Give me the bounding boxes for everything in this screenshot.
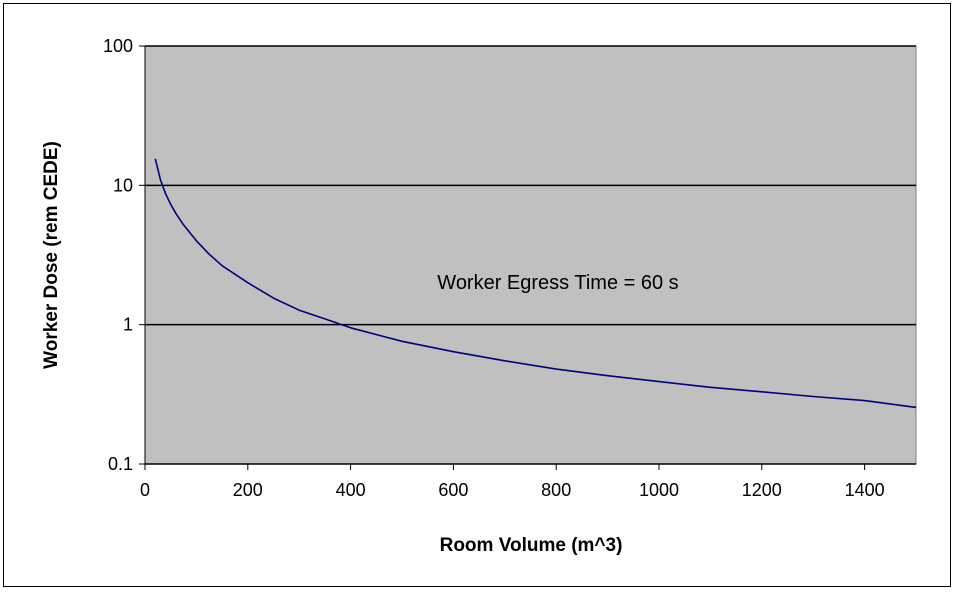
axes bbox=[139, 45, 916, 470]
y-tick-label: 1 bbox=[123, 315, 133, 335]
annotation-text: Worker Egress Time = 60 s bbox=[437, 272, 678, 294]
gridlines bbox=[145, 45, 916, 326]
y-tick-label: 10 bbox=[113, 175, 133, 195]
x-tick-label: 600 bbox=[438, 480, 468, 500]
x-tick-label: 0 bbox=[140, 480, 150, 500]
x-tick-label: 200 bbox=[233, 480, 263, 500]
series-line bbox=[154, 158, 917, 409]
series-group bbox=[154, 158, 917, 409]
x-tick-label: 800 bbox=[541, 480, 571, 500]
x-tick-label: 1000 bbox=[639, 480, 679, 500]
plot-area bbox=[144, 45, 917, 465]
x-tick-label: 400 bbox=[336, 480, 366, 500]
x-axis-title: Room Volume (m^3) bbox=[440, 535, 623, 556]
y-tick-label: 100 bbox=[103, 36, 133, 56]
x-tick-label: 1200 bbox=[742, 480, 782, 500]
y-tick-label: 0.1 bbox=[108, 454, 133, 474]
y-axis-title: Worker Dose (rem CEDE) bbox=[41, 141, 62, 369]
x-tick-label: 1400 bbox=[845, 480, 885, 500]
